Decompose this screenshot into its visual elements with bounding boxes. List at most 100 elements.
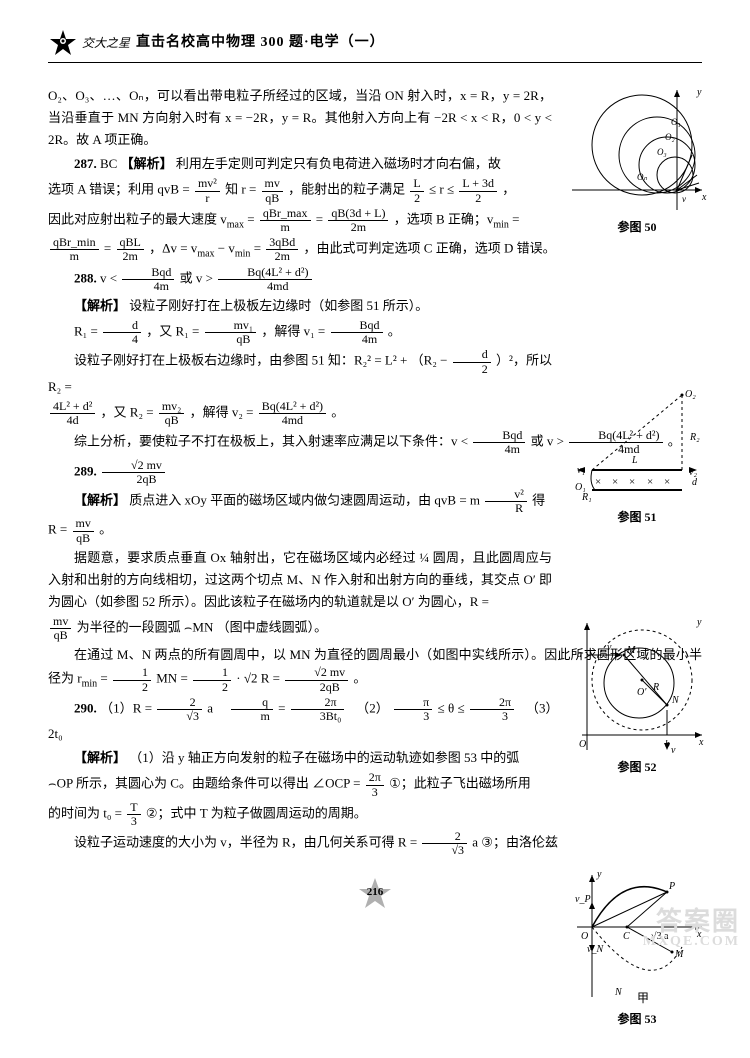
q289-analysis: 【解析】 质点进入 xOy 平面的磁场区域内做匀速圆周运动，由 qvB = m … bbox=[48, 488, 552, 515]
fraction: mvqB bbox=[50, 615, 71, 642]
q287-line: 选项 A 错误；利用 qvB = mv²r 知 r = mvqB ，能射出的粒子… bbox=[48, 177, 552, 204]
figure-52-caption: 参图 52 bbox=[562, 757, 712, 777]
analysis-tag: 【解析】 bbox=[74, 750, 126, 765]
text: 的时间为 t₀ = bbox=[48, 805, 125, 820]
text: 。 bbox=[388, 324, 401, 339]
figure-50: y x O₁ O₂ O₃ Oₙ v 参图 50 bbox=[562, 85, 712, 237]
text: R = bbox=[48, 522, 71, 537]
svg-text:M: M bbox=[626, 645, 636, 656]
svg-text:R: R bbox=[652, 682, 659, 693]
watermark: 答案圈 MXQE.COM bbox=[643, 909, 740, 949]
svg-text:d: d bbox=[692, 477, 698, 488]
text: = bbox=[254, 241, 265, 256]
fraction: qBL2m bbox=[117, 236, 144, 263]
fraction: π3 bbox=[394, 696, 432, 723]
q290: 290. （1）R = 2√3 a qm = 2π3Bt₀ （2） π3 ≤ θ… bbox=[48, 696, 552, 745]
text: ，解得 v₁ = bbox=[261, 324, 328, 339]
svg-text:×: × bbox=[629, 476, 635, 488]
svg-text:v: v bbox=[607, 642, 612, 653]
svg-text:O: O bbox=[579, 739, 586, 750]
text: 。 bbox=[99, 522, 112, 537]
svg-text:R₂: R₂ bbox=[689, 432, 700, 443]
text: = bbox=[316, 211, 327, 226]
text: 设粒子刚好打在上极板左边缘时（如参图 51 所示）。 bbox=[129, 298, 428, 313]
page-header: 交大之星 直击名校高中物理 300 题·电学（一） bbox=[48, 28, 702, 58]
text: = bbox=[104, 241, 115, 256]
text: a ③；由洛伦兹 bbox=[472, 835, 558, 850]
text: 所示，其圆心为 C。由题给条件可以得出 ∠OCP = bbox=[76, 776, 364, 791]
fraction: qBr_minm bbox=[50, 236, 99, 263]
q287: 287. BC 【解析】 利用左手定则可判定只有负电荷进入磁场时才向右偏，故 bbox=[48, 153, 552, 175]
svg-text:v_P: v_P bbox=[575, 894, 591, 905]
q290-line: ⌢OP 所示，其圆心为 C。由题给条件可以得出 ∠OCP = 2π3 ①；此粒子… bbox=[48, 771, 552, 798]
q290-line: 设粒子运动速度的大小为 v，半径为 R，由几何关系可得 R = 2√3 a ③；… bbox=[48, 830, 702, 857]
text: = bbox=[278, 700, 289, 715]
svg-text:x: x bbox=[698, 737, 704, 748]
q290-line: 的时间为 t₀ = T3 ②；式中 T 为粒子做圆周运动的周期。 bbox=[48, 801, 552, 828]
svg-text:N: N bbox=[614, 987, 623, 998]
text: （图中虚线圆弧）。 bbox=[217, 620, 328, 635]
svg-text:y: y bbox=[596, 869, 602, 880]
question-number: 288. bbox=[74, 270, 97, 285]
svg-text:R₁: R₁ bbox=[581, 492, 592, 503]
text: ，Δv = v bbox=[149, 241, 197, 256]
text: 利用左手定则可判定只有负电荷进入磁场时才向右偏，故 bbox=[176, 156, 501, 171]
arc-notation: ⌢MN bbox=[184, 620, 214, 635]
svg-text:b: b bbox=[665, 739, 670, 750]
figure-51: ×× ×× × O₂ R₂ L v₁ v₂ d O₁ R₁ 参图 51 bbox=[562, 385, 712, 527]
svg-text:O′: O′ bbox=[637, 687, 647, 698]
figure-52-svg: y a v M R O′ N O b v x bbox=[567, 615, 707, 755]
text: ，选项 B 正确；v bbox=[394, 211, 494, 226]
figure-51-caption: 参图 51 bbox=[562, 507, 712, 527]
figure-51-svg: ×× ×× × O₂ R₂ L v₁ v₂ d O₁ R₁ bbox=[567, 385, 707, 505]
fraction: Bq(4L² + d²)4md bbox=[218, 266, 311, 293]
svg-text:O₁: O₁ bbox=[671, 117, 681, 127]
fraction: qBr_maxm bbox=[260, 207, 311, 234]
question-number: 289. bbox=[74, 463, 97, 478]
text: · √2 R = bbox=[236, 671, 283, 686]
text: 因此对应射出粒子的最大速度 v bbox=[48, 211, 227, 226]
question-number: 290. bbox=[74, 700, 97, 715]
text: MN = bbox=[156, 671, 191, 686]
fraction: 2π3 bbox=[366, 771, 384, 798]
svg-text:N: N bbox=[671, 695, 680, 706]
fraction: L + 3d2 bbox=[459, 177, 497, 204]
fraction: 12 bbox=[113, 666, 151, 693]
fraction: 4L² + d²4d bbox=[50, 400, 95, 427]
svg-text:×: × bbox=[647, 476, 653, 488]
q289-line: 据题意，要求质点垂直 Ox 轴射出，它在磁场区域内必经过 ¼ 圆周，且此圆周应与… bbox=[48, 547, 552, 613]
fraction: 3qBd2m bbox=[266, 236, 298, 263]
text: ，能射出的粒子满足 bbox=[288, 182, 408, 197]
text: （1）沿 y 轴正方向发射的粒子在磁场中的运动轨迹如参图 53 中的弧 bbox=[129, 750, 519, 765]
fraction: v²R bbox=[485, 488, 527, 515]
svg-text:O₃: O₃ bbox=[657, 147, 667, 157]
fraction: qm bbox=[231, 696, 272, 723]
text: 据题意，要求质点垂直 Ox 轴射出，它在磁场区域内必经过 ¼ 圆周，且此圆周应与… bbox=[48, 550, 552, 609]
svg-text:y: y bbox=[696, 87, 702, 98]
fraction: qB(3d + L)2m bbox=[328, 207, 388, 234]
q288-line: 设粒子刚好打在上极板右边缘时，由参图 51 知：R₂² = L² + （R₂ −… bbox=[48, 348, 552, 397]
fraction: √2 mv2qB bbox=[102, 459, 165, 486]
q290-analysis: 【解析】 （1）沿 y 轴正方向发射的粒子在磁场中的运动轨迹如参图 53 中的弧 bbox=[48, 747, 552, 769]
text: 设粒子刚好打在上极板右边缘时，由参图 51 知：R₂² = L² + bbox=[74, 353, 411, 368]
page-star-icon: 216 bbox=[358, 876, 392, 910]
text: − v bbox=[218, 241, 235, 256]
fraction: √2 mv2qB bbox=[285, 666, 348, 693]
text: 综上分析，要使粒子不打在极板上，其入射速率应满足以下条件：v < bbox=[74, 434, 471, 449]
text: 或 v > bbox=[180, 270, 217, 285]
text: 设粒子运动速度的大小为 v，半径为 R，由几何关系可得 R = bbox=[74, 835, 420, 850]
svg-text:L: L bbox=[631, 455, 638, 466]
text: （1）R = bbox=[100, 700, 155, 715]
svg-text:x: x bbox=[701, 192, 707, 203]
text: 。 bbox=[331, 404, 344, 419]
text: = bbox=[100, 671, 111, 686]
text: （R₂ − bbox=[411, 353, 451, 368]
fraction: mv²r bbox=[195, 177, 220, 204]
text: 选项 A 错误；利用 qvB = bbox=[48, 182, 193, 197]
book-title: 直击名校高中物理 300 题·电学（一） bbox=[136, 31, 385, 55]
text: （2） bbox=[350, 700, 389, 715]
q288: 288. v < Bqd4m 或 v > Bq(4L² + d²)4md bbox=[48, 266, 702, 293]
text: ，又 R₁ = bbox=[146, 324, 202, 339]
svg-text:O: O bbox=[581, 931, 588, 942]
fraction: d2 bbox=[453, 348, 491, 375]
